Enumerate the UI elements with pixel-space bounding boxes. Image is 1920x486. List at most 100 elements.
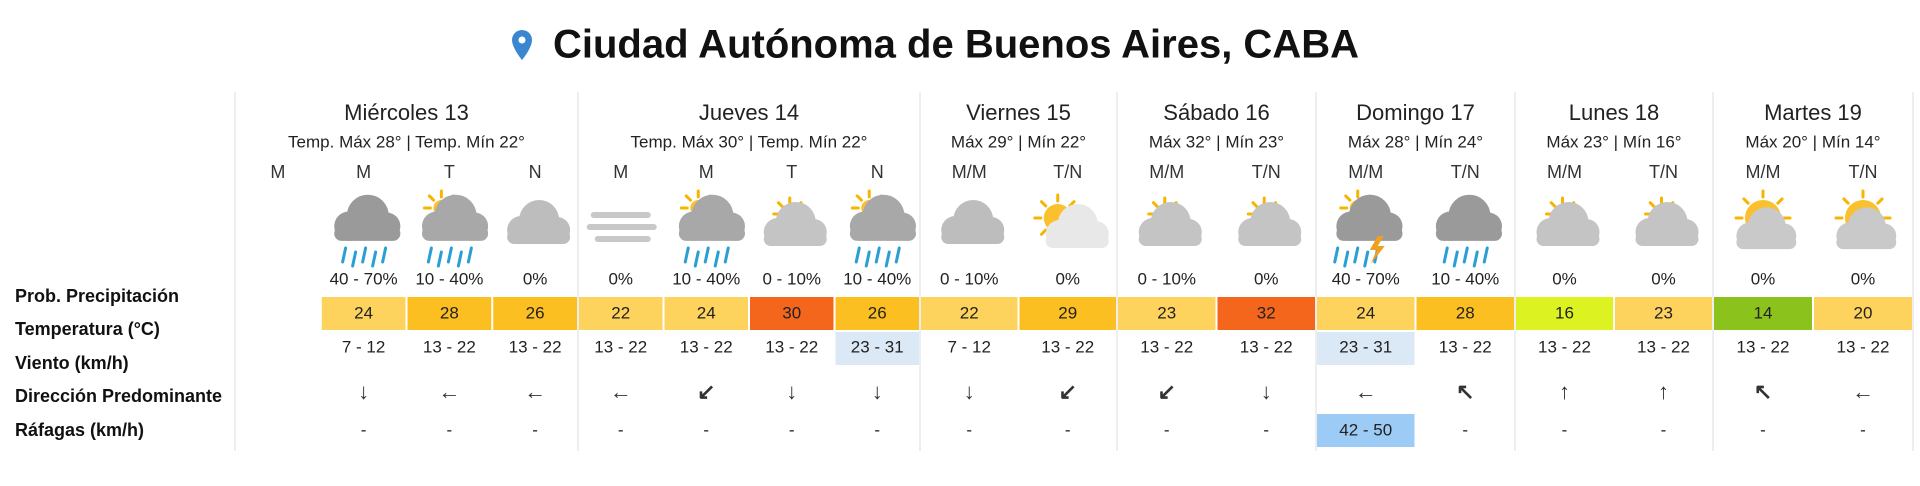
temp-cell	[1416, 297, 1514, 330]
wind-speed: 13 - 22	[680, 337, 733, 356]
precip-prob: 40 - 70%	[330, 269, 398, 288]
sun-ray	[684, 194, 692, 202]
period-label: T/N	[1451, 162, 1480, 182]
row-label: Viento (km/h)	[15, 353, 129, 373]
cloud-part	[507, 230, 571, 244]
weather-icon	[586, 212, 657, 242]
wind-direction: ↙	[1059, 379, 1077, 404]
gusts: -	[1661, 420, 1667, 439]
period-label: T/N	[1849, 162, 1878, 182]
sun-ray	[1344, 194, 1352, 202]
gusts: -	[447, 420, 453, 439]
cloud-part	[334, 226, 401, 241]
wind-direction: ↖	[1754, 379, 1772, 404]
period-label: M/M	[1746, 162, 1781, 182]
day-summary: Temp. Máx 28° | Temp. Mín 22°	[288, 132, 525, 151]
weather-icon	[1834, 189, 1897, 250]
sun-ray	[1876, 197, 1884, 205]
precip-prob: 0 - 10%	[940, 269, 999, 288]
cloud-part	[1836, 235, 1897, 250]
weather-icon	[1635, 196, 1699, 246]
wind-speed: 7 - 12	[342, 337, 385, 356]
rain-drop	[723, 246, 730, 264]
gusts: -	[1462, 420, 1468, 439]
wind-line	[594, 236, 651, 242]
gusts: -	[966, 420, 972, 439]
day-summary: Máx 29° | Mín 22°	[951, 132, 1086, 151]
page-title: Ciudad Autónoma de Buenos Aires, CABA	[553, 23, 1359, 67]
day-summary: Máx 23° | Mín 16°	[1546, 132, 1681, 151]
cloud-part	[849, 226, 916, 241]
cloud-part	[763, 232, 827, 246]
wind-direction: ↓	[786, 379, 797, 404]
temperature: 26	[868, 303, 887, 322]
sun-ray	[1251, 201, 1259, 209]
period-label: T/N	[1252, 162, 1281, 182]
rain-drop	[1482, 246, 1489, 264]
sun-ray	[855, 194, 863, 202]
sun-ray	[1842, 197, 1850, 205]
period-label: M/M	[1547, 162, 1582, 182]
rain-drop	[693, 250, 700, 268]
sun-ray	[1039, 200, 1048, 208]
temp-cell	[664, 297, 748, 330]
sun-ray	[1039, 228, 1048, 236]
period-label: T	[786, 162, 797, 182]
rain-drop	[351, 250, 358, 268]
wind-speed: 13 - 22	[1439, 337, 1492, 356]
wind-speed: 13 - 22	[765, 337, 818, 356]
wind-direction: ↖	[1456, 379, 1474, 404]
rain-drop	[1462, 246, 1469, 264]
period-label: T/N	[1053, 162, 1082, 182]
lightning	[1369, 236, 1385, 264]
rain-drop	[1472, 250, 1479, 268]
cloud-part	[678, 226, 745, 241]
wind-direction: ↓	[872, 379, 883, 404]
period-label: M/M	[952, 162, 987, 182]
rain-drop	[341, 246, 348, 264]
gusts: -	[874, 420, 880, 439]
temperature: 20	[1854, 303, 1873, 322]
day-summary: Temp. Máx 30° | Temp. Mín 22°	[631, 132, 868, 151]
wind-direction: ↓	[964, 379, 975, 404]
cloud-part	[1736, 235, 1797, 250]
rain-drop	[361, 246, 368, 264]
gusts: -	[618, 420, 624, 439]
sun-ray	[427, 194, 436, 202]
wind-speed: 13 - 22	[1538, 337, 1591, 356]
wind-speed: 13 - 22	[594, 337, 647, 356]
day-name: Sábado 16	[1163, 100, 1269, 125]
rain-drop	[1363, 250, 1370, 268]
weather-icon	[849, 189, 916, 268]
rain-drop	[884, 250, 891, 268]
temperature: 28	[440, 303, 459, 322]
temperature: 23	[1157, 303, 1176, 322]
weather-icon	[1333, 189, 1403, 268]
precip-prob: 10 - 40%	[843, 269, 911, 288]
wind-line	[586, 224, 657, 230]
cloud-part	[1045, 234, 1109, 248]
wind-direction: ↙	[697, 379, 715, 404]
gusts: -	[1263, 420, 1269, 439]
temperature: 29	[1058, 303, 1077, 322]
precip-prob: 0%	[1552, 269, 1577, 288]
gusts: -	[1562, 420, 1568, 439]
period-label: T/N	[1649, 162, 1678, 182]
rain-drop	[864, 250, 871, 268]
temperature: 28	[1456, 303, 1475, 322]
rain-drop	[854, 246, 861, 264]
precip-prob: 0 - 10%	[1137, 269, 1196, 288]
weather-icon	[1536, 196, 1600, 246]
wind-speed: 13 - 22	[423, 337, 476, 356]
sun-ray	[1648, 201, 1656, 209]
temp-cell	[579, 297, 663, 330]
precip-prob: 10 - 40%	[672, 269, 740, 288]
cloud-part	[941, 230, 1005, 244]
weather-icon	[941, 200, 1005, 244]
weather-icon	[334, 194, 401, 268]
temp-cell	[1118, 297, 1216, 330]
weather-icon	[507, 200, 571, 244]
rain-drop	[371, 250, 378, 268]
weather-icon	[1033, 193, 1109, 248]
wind-highlight	[835, 332, 919, 365]
